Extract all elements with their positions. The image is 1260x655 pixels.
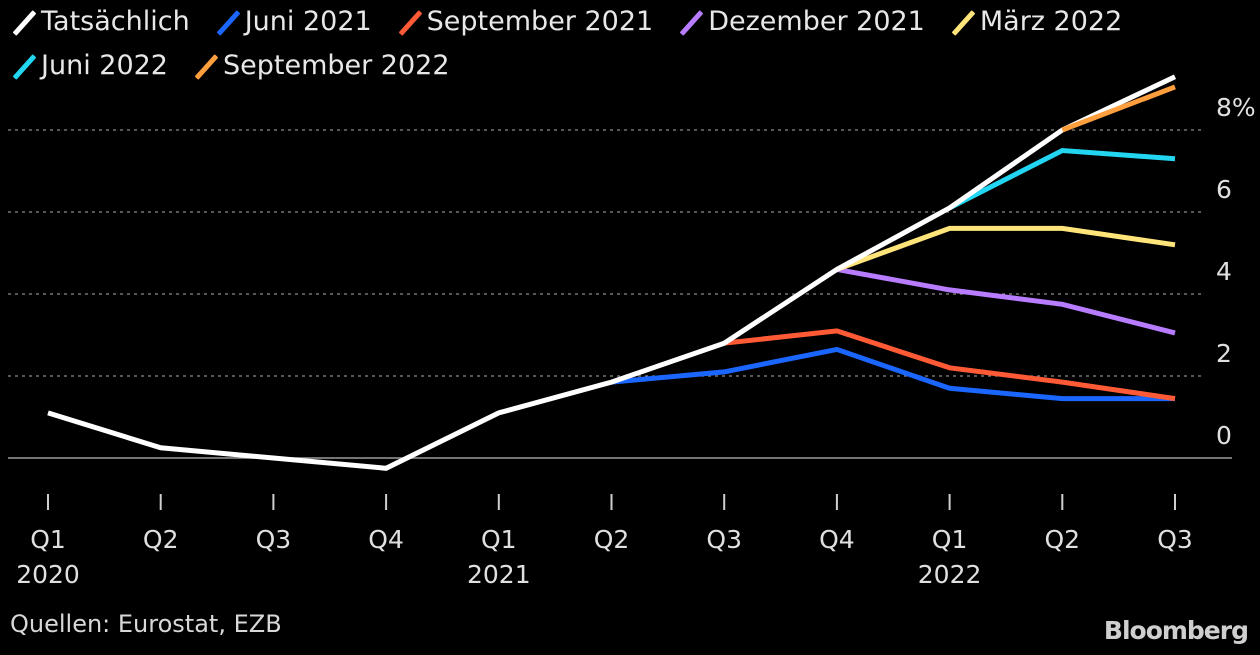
- legend-label: März 2022: [979, 6, 1123, 37]
- x-year-label: 2021: [467, 560, 531, 589]
- legend-item: Tatsächlich: [10, 2, 190, 46]
- legend-label: September 2022: [222, 50, 450, 81]
- x-tick-label: Q2: [1045, 525, 1081, 554]
- legend-label: Tatsächlich: [41, 6, 190, 37]
- y-tick-label: 8%: [1216, 93, 1256, 122]
- y-tick-label: 0: [1216, 421, 1232, 450]
- x-tick-label: Q3: [706, 525, 742, 554]
- x-tick-label: Q3: [1157, 525, 1193, 554]
- series-line-tats-chlich: [47, 74, 1177, 471]
- y-tick-label: 4: [1216, 257, 1232, 286]
- series-line-september-2021: [723, 328, 1176, 402]
- x-tick-label: Q2: [143, 525, 179, 554]
- series-line-dezember-2021: [836, 266, 1176, 336]
- series-line-m-rz-2022: [836, 225, 1176, 272]
- x-tick-label: Q1: [481, 525, 517, 554]
- y-tick-label: 6: [1216, 175, 1232, 204]
- x-tick-label: Q2: [594, 525, 630, 554]
- series-line-september-2022: [1061, 84, 1176, 133]
- legend-item: Juni 2022: [10, 46, 168, 90]
- series-line-juni-2021: [611, 346, 1175, 402]
- legend-item: März 2022: [949, 2, 1122, 46]
- legend-item: September 2021: [396, 2, 654, 46]
- bloomberg-logo: Bloomberg: [1103, 616, 1249, 645]
- legend-item: September 2022: [192, 46, 450, 90]
- legend-item: Juni 2021: [214, 2, 372, 46]
- x-tick-label: Q1: [30, 525, 66, 554]
- x-tick-label: Q3: [256, 525, 292, 554]
- x-year-label: 2020: [16, 560, 80, 589]
- legend-label: Juni 2021: [244, 6, 372, 37]
- legend-label: September 2021: [426, 6, 654, 37]
- legend-label: Juni 2022: [41, 50, 168, 81]
- chart-legend: Tatsächlich Juni 2021 September 2021 Dezemb…: [10, 2, 1210, 90]
- x-tick-label: Q1: [932, 525, 968, 554]
- source-note: Quellen: Eurostat, EZB: [10, 610, 282, 638]
- x-year-label: 2022: [918, 560, 982, 589]
- legend-item: Dezember 2021: [677, 2, 925, 46]
- x-tick-label: Q4: [819, 525, 855, 554]
- legend-label: Dezember 2021: [708, 6, 925, 37]
- y-tick-label: 2: [1216, 339, 1232, 368]
- series-line-juni-2022: [948, 147, 1176, 211]
- x-tick-label: Q4: [368, 525, 404, 554]
